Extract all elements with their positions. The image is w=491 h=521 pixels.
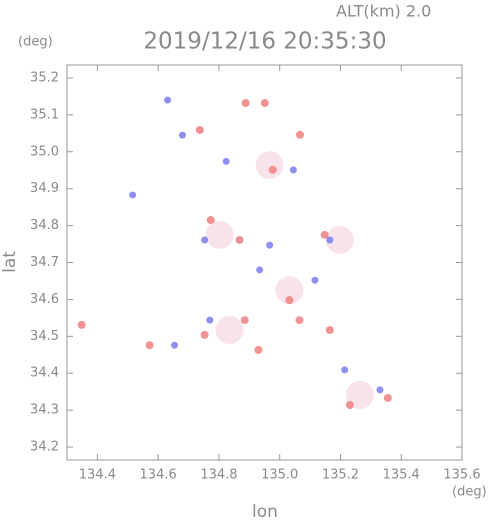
altitude-label: ALT(km) 2.0 (336, 2, 431, 21)
chart-title: 2019/12/16 20:35:30 (143, 29, 386, 55)
echo-cell (256, 266, 264, 274)
echo-cell (260, 99, 269, 108)
echo-cell (266, 241, 274, 249)
x-tick-label: 135.6 (443, 468, 480, 483)
y-tick-label: 34.6 (30, 292, 59, 307)
echo-cell (215, 316, 244, 345)
y-tick-label: 35.0 (30, 144, 59, 159)
y-tick-label: 34.9 (30, 181, 59, 196)
echo-cell (129, 191, 137, 199)
echo-cell (255, 151, 284, 180)
echo-cell (178, 131, 186, 139)
echo-cell (77, 320, 86, 329)
echo-cell (145, 341, 154, 350)
y-tick-label: 34.3 (30, 403, 59, 418)
echo-cell (325, 225, 354, 254)
echo-cell (285, 296, 294, 305)
echo-cell (235, 235, 244, 244)
echo-cell (345, 400, 354, 409)
y-tick-label: 34.2 (30, 440, 59, 455)
echo-cell (164, 96, 172, 104)
y-tick-label: 35.2 (30, 70, 59, 85)
echo-cell (222, 157, 230, 165)
x-tick-label: 134.6 (140, 468, 177, 483)
echo-cell (326, 236, 334, 244)
echo-cell (325, 326, 334, 335)
y-tick-label: 35.1 (30, 107, 59, 122)
y-unit: (deg) (18, 35, 53, 50)
x-unit: (deg) (452, 485, 487, 500)
plot-frame (66, 64, 463, 461)
echo-cell (376, 386, 384, 394)
x-axis-label: lon (252, 502, 278, 521)
echo-cell (383, 393, 392, 402)
echo-cell (254, 345, 263, 354)
echo-cell (296, 130, 305, 139)
echo-cell (275, 276, 304, 305)
y-tick-label: 34.8 (30, 218, 59, 233)
echo-cell (201, 236, 209, 244)
echo-cell (268, 165, 277, 174)
echo-cell (195, 125, 204, 134)
echo-cell (200, 330, 209, 339)
y-axis-label: lat (0, 251, 20, 273)
x-tick-label: 134.4 (79, 468, 116, 483)
echo-cell (341, 366, 349, 374)
y-tick-label: 34.7 (30, 255, 59, 270)
x-tick-label: 135.2 (322, 468, 359, 483)
echo-cell (241, 99, 250, 108)
y-tick-label: 34.4 (30, 366, 59, 381)
x-tick-label: 135.4 (383, 468, 420, 483)
echo-cell (320, 230, 329, 239)
echo-cell (206, 316, 214, 324)
echo-cell (205, 220, 234, 249)
echo-cell (206, 216, 215, 225)
echo-cell (345, 381, 374, 410)
x-tick-label: 134.8 (200, 468, 237, 483)
echo-cell (295, 316, 304, 325)
echo-cell (311, 276, 319, 284)
y-tick-label: 34.5 (30, 329, 59, 344)
echo-cell (171, 341, 179, 349)
x-tick-label: 135.0 (261, 468, 298, 483)
echo-cell (240, 316, 249, 325)
echo-cell (289, 166, 297, 174)
